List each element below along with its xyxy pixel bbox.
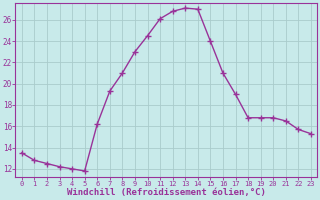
X-axis label: Windchill (Refroidissement éolien,°C): Windchill (Refroidissement éolien,°C) <box>67 188 266 197</box>
